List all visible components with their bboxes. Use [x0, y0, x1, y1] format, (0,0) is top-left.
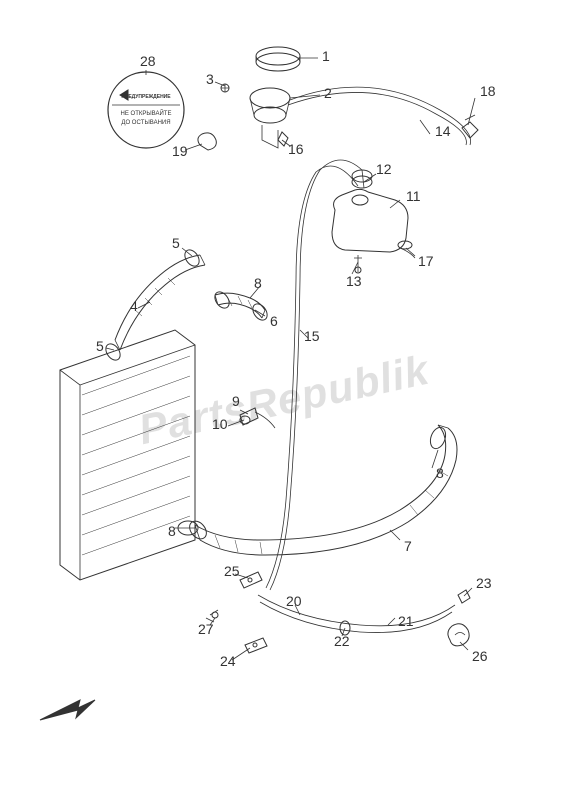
- callout-3: 3: [206, 71, 214, 87]
- callout-16: 16: [288, 141, 304, 157]
- clip-16: [278, 132, 288, 146]
- callout-19: 19: [172, 143, 188, 159]
- callout-6: 6: [270, 313, 278, 329]
- hose-6: [215, 293, 265, 318]
- warning-label: ПРЕДУПРЕЖДЕНИЕ НЕ ОТКРЫВАЙТЕ ДО ОСTЫВАНИ…: [108, 72, 184, 148]
- callout-18: 18: [480, 83, 496, 99]
- parts-diagram: PartsRepublik ПРЕДУПРЕЖДЕНИЕ НЕ ОТКРЫВАЙ…: [0, 0, 568, 800]
- clamp-19: [198, 133, 216, 150]
- callout-5a: 5: [172, 235, 180, 251]
- callout-25: 25: [224, 563, 240, 579]
- callout-12: 12: [376, 161, 392, 177]
- callout-27: 27: [198, 621, 214, 637]
- hose-4-upper: [115, 255, 205, 350]
- radiator: [60, 330, 198, 580]
- callout-21: 21: [398, 613, 414, 629]
- callout-24: 24: [220, 653, 236, 669]
- direction-arrow: [40, 700, 95, 720]
- callout-8a: 8: [254, 275, 262, 291]
- callout-28: 28: [140, 53, 156, 69]
- diagram-svg: ПРЕДУПРЕЖДЕНИЕ НЕ ОТКРЫВАЙТЕ ДО ОСTЫВАНИ…: [0, 0, 568, 800]
- reservoir-tank: [332, 170, 415, 273]
- callout-7: 7: [404, 538, 412, 554]
- warning-title: ПРЕДУПРЕЖДЕНИЕ: [121, 94, 171, 100]
- bracket-25: [240, 572, 262, 588]
- callout-20: 20: [286, 593, 302, 609]
- callout-10: 10: [212, 416, 228, 432]
- callout-13: 13: [346, 273, 362, 289]
- callout-11: 11: [406, 188, 421, 204]
- callout-4: 4: [130, 298, 138, 314]
- callout-8b: 8: [436, 465, 444, 481]
- callout-8c: 8: [168, 523, 176, 539]
- inlet-pipe-9-10: [240, 408, 275, 428]
- bracket-24: [245, 638, 267, 653]
- callout-15: 15: [304, 328, 320, 344]
- warning-line2: ДО ОСTЫВАНИЯ: [121, 120, 170, 126]
- callout-14: 14: [435, 123, 451, 139]
- warning-line1: НЕ ОТКРЫВАЙТЕ: [121, 109, 172, 117]
- callout-5b: 5: [96, 338, 104, 354]
- callout-17: 17: [418, 253, 434, 269]
- hose-7-lower: [195, 425, 457, 555]
- callout-9: 9: [232, 393, 240, 409]
- callout-2: 2: [324, 85, 332, 101]
- callout-22: 22: [334, 633, 350, 649]
- radiator-cap: [221, 47, 300, 148]
- callout-1: 1: [322, 48, 330, 64]
- callout-23: 23: [476, 575, 492, 591]
- callout-26: 26: [472, 648, 488, 664]
- hose-15: [266, 160, 364, 590]
- clamp-26: [448, 624, 469, 646]
